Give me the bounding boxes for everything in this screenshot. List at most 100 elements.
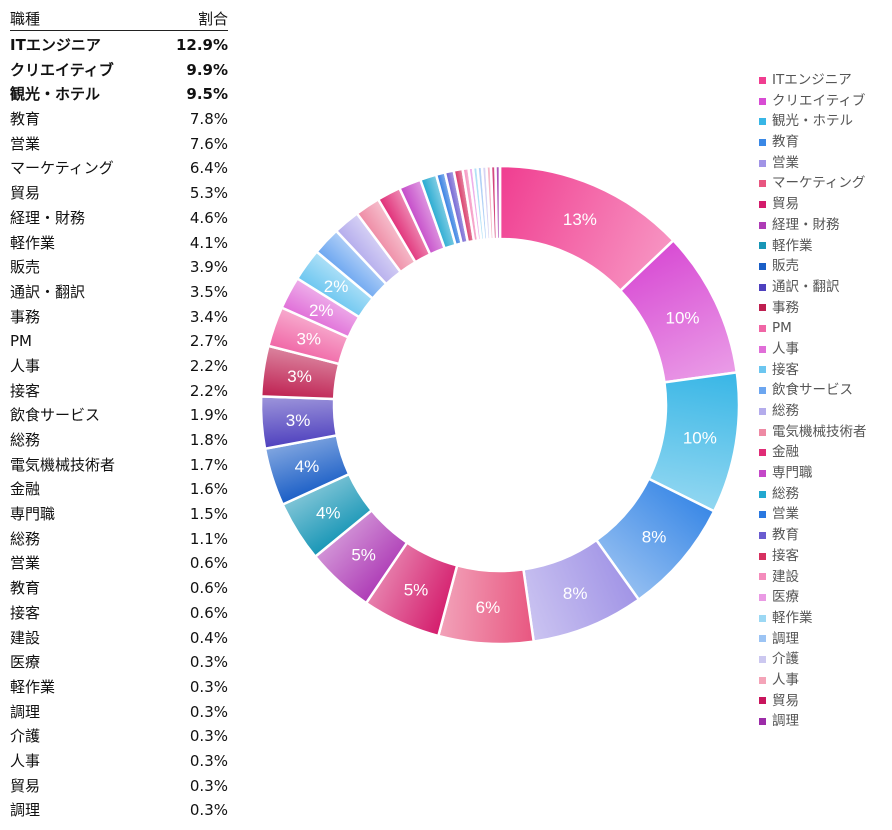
legend-swatch	[759, 531, 766, 539]
legend-item[interactable]: 経理・財務	[759, 215, 867, 236]
legend-item[interactable]: 建設	[759, 567, 867, 588]
job-name: 金融	[10, 480, 41, 499]
legend-swatch	[759, 97, 766, 105]
table-row: 総務 1.8%	[10, 428, 228, 453]
legend-item[interactable]: 調理	[759, 629, 867, 650]
job-ratio: 9.5%	[186, 85, 228, 104]
job-ratio: 3.5%	[189, 282, 228, 301]
legend-swatch	[759, 511, 766, 519]
legend-item[interactable]: 貿易	[759, 194, 867, 215]
job-name: 調理	[10, 801, 41, 820]
legend-swatch	[759, 180, 766, 188]
job-name: 人事	[10, 751, 41, 770]
job-name: 総務	[10, 431, 41, 449]
table-row: 貿易 0.3%	[10, 774, 228, 799]
legend-swatch	[759, 614, 766, 622]
legend-item[interactable]: 貿易	[759, 691, 867, 712]
legend-swatch	[759, 283, 766, 291]
table-row: 観光・ホテル 9.5%	[10, 82, 228, 107]
slice-label: 10%	[665, 308, 699, 327]
slice-label: 8%	[563, 584, 588, 603]
legend-item[interactable]: 接客	[759, 360, 867, 381]
job-name: ITエンジニア	[10, 36, 101, 54]
legend-item[interactable]: 営業	[759, 504, 867, 525]
job-ratio: 1.5%	[189, 505, 228, 524]
legend-item[interactable]: 総務	[759, 484, 867, 505]
legend-item[interactable]: 人事	[759, 339, 867, 360]
slice-label: 8%	[642, 527, 667, 546]
legend-item[interactable]: 事務	[759, 298, 867, 319]
legend-label: 経理・財務	[772, 216, 840, 233]
job-name: 教育	[10, 110, 41, 129]
legend-swatch	[759, 159, 766, 167]
job-ratio: 4.6%	[189, 208, 228, 227]
legend-swatch	[759, 325, 766, 333]
legend-item[interactable]: 医療	[759, 587, 867, 608]
legend-item[interactable]: 軽作業	[759, 608, 867, 629]
job-name: 飲食サービス	[10, 406, 101, 425]
job-ratio: 0.4%	[189, 628, 228, 647]
table-row: 軽作業 0.3%	[10, 675, 228, 700]
slice-label: 4%	[295, 457, 320, 476]
job-ratio: 0.3%	[189, 677, 228, 696]
legend-item[interactable]: 専門職	[759, 463, 867, 484]
legend-label: 営業	[772, 506, 799, 523]
legend-label: 販売	[772, 258, 799, 275]
job-name: 教育	[10, 579, 41, 598]
table-row: 医療 0.3%	[10, 650, 228, 675]
legend-swatch	[759, 635, 766, 643]
job-ratio: 0.3%	[189, 702, 228, 721]
job-ratio: 0.6%	[189, 554, 228, 573]
table-row: 貿易 5.3%	[10, 181, 228, 206]
legend-swatch	[759, 428, 766, 436]
legend-item[interactable]: 調理	[759, 711, 867, 732]
legend-item[interactable]: PM	[759, 318, 867, 339]
job-ratio: 0.6%	[189, 579, 228, 598]
legend-label: 観光・ホテル	[772, 113, 853, 130]
job-ratio: 0.6%	[189, 603, 228, 622]
legend-item[interactable]: 販売	[759, 256, 867, 277]
job-ratio: 0.3%	[189, 653, 228, 672]
legend-item[interactable]: 総務	[759, 401, 867, 422]
job-ratio: 1.1%	[189, 529, 228, 548]
legend-item[interactable]: ITエンジニア	[759, 70, 867, 91]
legend-label: 貿易	[772, 196, 799, 213]
legend-item[interactable]: マーケティング	[759, 173, 867, 194]
job-ratio: 5.3%	[189, 184, 228, 203]
donut-slice[interactable]	[494, 164, 502, 241]
legend-item[interactable]: 観光・ホテル	[759, 111, 867, 132]
legend-item[interactable]: 介護	[759, 649, 867, 670]
job-name: 観光・ホテル	[10, 85, 101, 104]
legend-swatch	[759, 200, 766, 208]
legend-swatch	[759, 387, 766, 395]
data-table: 職種 割合 ITエンジニア 12.9% クリエイティブ 9.9% 観光・ホテル 9.5% 教…	[10, 8, 228, 823]
slice-label: 3%	[296, 329, 321, 348]
legend-item[interactable]: 金融	[759, 442, 867, 463]
job-ratio: 7.8%	[189, 110, 228, 129]
legend-item[interactable]: 軽作業	[759, 236, 867, 257]
legend-item[interactable]: 通訳・翻訳	[759, 277, 867, 298]
legend-item[interactable]: 教育	[759, 132, 867, 153]
legend-swatch	[759, 697, 766, 705]
legend-label: 営業	[772, 154, 799, 171]
legend-item[interactable]: クリエイティブ	[759, 91, 867, 112]
legend-item[interactable]: 人事	[759, 670, 867, 691]
slice-label: 2%	[309, 301, 334, 320]
legend-item[interactable]: 接客	[759, 546, 867, 567]
legend-item[interactable]: 教育	[759, 525, 867, 546]
legend-label: 通訳・翻訳	[772, 278, 840, 295]
job-ratio: 0.3%	[189, 801, 228, 820]
legend-swatch	[759, 221, 766, 229]
job-ratio: 6.4%	[189, 159, 228, 178]
job-name: 介護	[10, 727, 41, 746]
job-name: 販売	[10, 258, 41, 277]
legend-item[interactable]: 飲食サービス	[759, 380, 867, 401]
table-row: 軽作業 4.1%	[10, 231, 228, 256]
legend-item[interactable]: 営業	[759, 153, 867, 174]
table-row: 電気機械技術者 1.7%	[10, 453, 228, 478]
legend-swatch	[759, 573, 766, 581]
table-row: 接客 0.6%	[10, 601, 228, 626]
legend-item[interactable]: 電気機械技術者	[759, 422, 867, 443]
table-row: 建設 0.4%	[10, 626, 228, 651]
legend-swatch	[759, 469, 766, 477]
